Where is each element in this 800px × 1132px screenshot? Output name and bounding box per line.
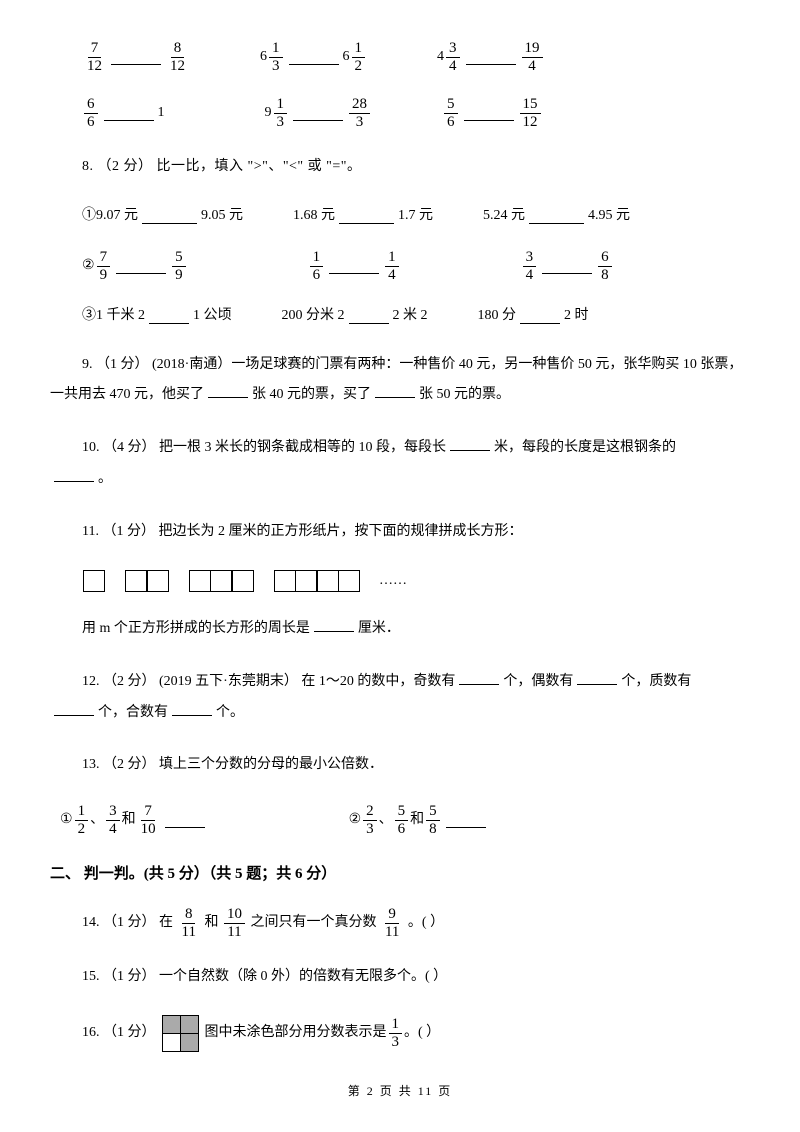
blank[interactable] <box>314 616 354 632</box>
blank[interactable] <box>208 382 248 398</box>
blank[interactable] <box>329 258 379 274</box>
blank[interactable] <box>111 49 161 65</box>
square-icon <box>83 570 105 592</box>
blank[interactable] <box>165 812 205 828</box>
blank[interactable] <box>149 308 189 324</box>
blank[interactable] <box>54 466 94 482</box>
square-icon <box>232 570 254 592</box>
blank[interactable] <box>104 105 154 121</box>
blank[interactable] <box>116 258 166 274</box>
blank[interactable] <box>289 49 339 65</box>
shaded-grid-icon <box>162 1015 199 1052</box>
blank[interactable] <box>142 208 197 224</box>
blank[interactable] <box>172 700 212 716</box>
square-icon <box>125 570 147 592</box>
square-icon <box>210 570 232 592</box>
blank[interactable] <box>349 308 389 324</box>
blank[interactable] <box>54 700 94 716</box>
square-icon <box>147 570 169 592</box>
blank[interactable] <box>459 669 499 685</box>
blank[interactable] <box>339 208 394 224</box>
blank[interactable] <box>529 208 584 224</box>
blank[interactable] <box>446 812 486 828</box>
square-icon <box>189 570 211 592</box>
square-icon <box>295 570 317 592</box>
f: 7 <box>88 40 102 58</box>
blank[interactable] <box>520 308 560 324</box>
blank[interactable] <box>466 49 516 65</box>
section-2-heading: 二、 判一判。(共 5 分）（共 5 题；共 6 分） <box>50 862 750 886</box>
blank[interactable] <box>293 105 343 121</box>
blank[interactable] <box>464 105 514 121</box>
q8-head: 8. （2 分） 比一比，填入 ">"、"<" 或 "="。 <box>82 159 361 174</box>
blank[interactable] <box>542 258 592 274</box>
blank[interactable] <box>450 435 490 451</box>
blank[interactable] <box>375 382 415 398</box>
square-icon <box>274 570 296 592</box>
square-icon <box>338 570 360 592</box>
blank[interactable] <box>577 669 617 685</box>
square-icon <box>317 570 339 592</box>
pager: 第 2 页 共 11 页 <box>50 1082 750 1101</box>
